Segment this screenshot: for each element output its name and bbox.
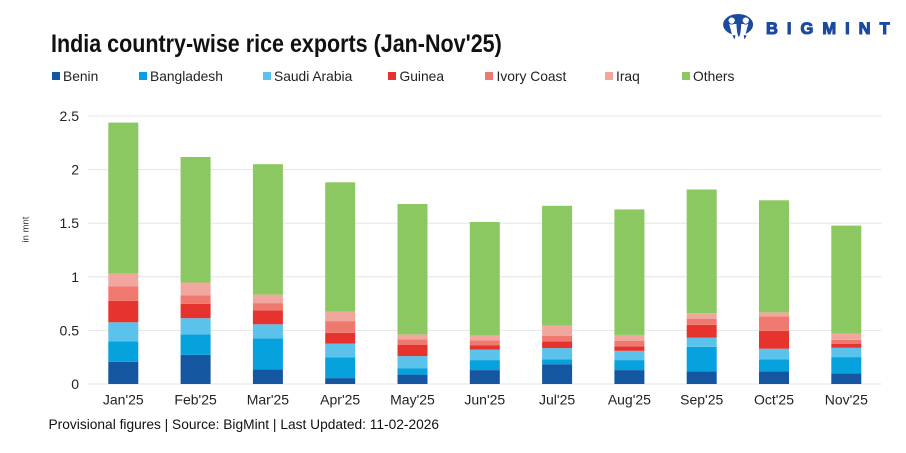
svg-text:2.5: 2.5	[60, 108, 80, 124]
svg-text:1.5: 1.5	[60, 215, 80, 231]
svg-text:May'25: May'25	[390, 392, 435, 408]
svg-text:0: 0	[71, 376, 79, 392]
svg-text:Jul'25: Jul'25	[539, 392, 575, 408]
svg-text:Jan'25: Jan'25	[103, 392, 144, 408]
svg-text:2: 2	[71, 162, 79, 178]
svg-text:0.5: 0.5	[60, 322, 80, 338]
svg-text:Jun'25: Jun'25	[464, 392, 505, 408]
svg-text:Oct'25: Oct'25	[754, 392, 794, 408]
svg-text:Sep'25: Sep'25	[680, 392, 723, 408]
svg-text:Mar'25: Mar'25	[247, 392, 290, 408]
svg-text:Nov'25: Nov'25	[825, 392, 868, 408]
svg-text:1: 1	[71, 269, 79, 285]
svg-text:Aug'25: Aug'25	[608, 392, 651, 408]
svg-text:Apr'25: Apr'25	[320, 392, 360, 408]
svg-text:Feb'25: Feb'25	[174, 392, 217, 408]
